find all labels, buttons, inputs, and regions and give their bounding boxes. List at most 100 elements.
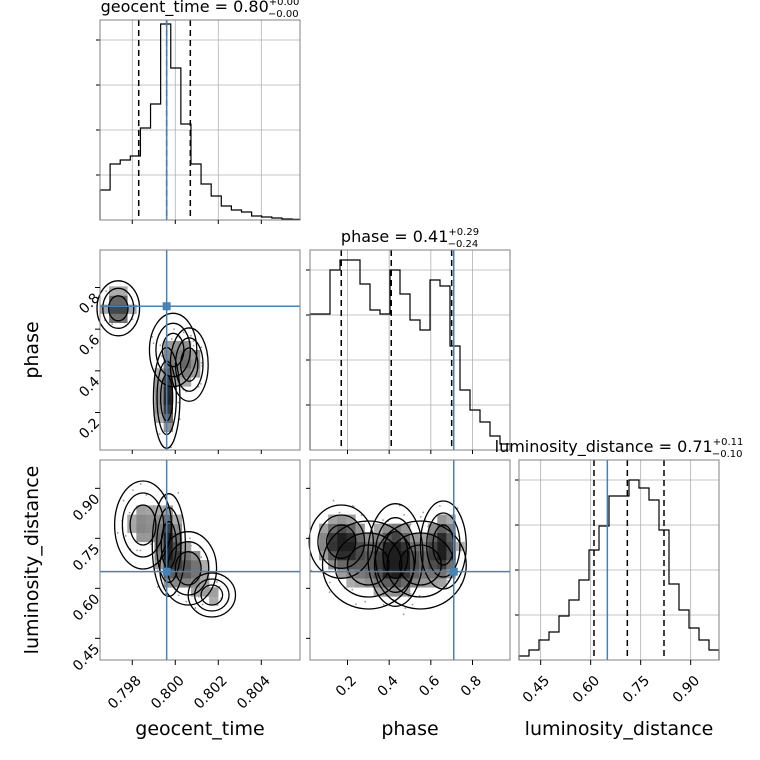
contour-line bbox=[308, 504, 374, 579]
density-cell bbox=[337, 514, 347, 524]
density-cell bbox=[172, 377, 183, 387]
density-cell bbox=[328, 560, 338, 570]
density-cell bbox=[163, 359, 174, 369]
density-cell bbox=[172, 368, 183, 378]
x-tick-label: 0.8 bbox=[458, 673, 485, 700]
density-cell bbox=[446, 532, 456, 543]
sample-point bbox=[338, 511, 341, 514]
sample-point bbox=[150, 543, 152, 546]
density-cell bbox=[172, 359, 183, 369]
density-cell bbox=[410, 578, 420, 588]
y-tick-label: 0.60 bbox=[70, 591, 103, 624]
contour-line bbox=[187, 572, 237, 618]
contour-line bbox=[169, 327, 209, 402]
truth-marker bbox=[162, 567, 171, 576]
density-cell bbox=[446, 560, 456, 570]
density-cell bbox=[154, 514, 164, 524]
sample-point bbox=[328, 591, 331, 593]
title-error-minus: −0.10 bbox=[712, 449, 743, 460]
density-cell bbox=[136, 532, 146, 543]
density-cell bbox=[172, 523, 183, 534]
x-tick-label: 0.45 bbox=[520, 673, 553, 706]
sample-point bbox=[131, 489, 134, 492]
density-cell bbox=[163, 350, 174, 360]
density-cell bbox=[127, 514, 137, 524]
sample-point bbox=[197, 385, 200, 388]
density-cell bbox=[163, 532, 174, 543]
title-error-plus: +0.29 bbox=[448, 227, 479, 238]
density-cell bbox=[346, 514, 356, 524]
panel-background bbox=[310, 250, 510, 450]
density-cell bbox=[145, 523, 155, 534]
contour-line bbox=[148, 312, 198, 388]
x-tick-label: 0.90 bbox=[670, 673, 703, 706]
density-cell bbox=[154, 550, 164, 561]
density-cell bbox=[319, 532, 329, 543]
density-cell bbox=[400, 532, 411, 543]
sample-point bbox=[409, 592, 412, 595]
density-cell bbox=[172, 569, 183, 579]
density-cell bbox=[172, 532, 183, 543]
sample-point bbox=[152, 342, 155, 344]
contour-line bbox=[334, 532, 403, 598]
density-cell bbox=[391, 550, 402, 561]
y-tick-label: 0.90 bbox=[70, 491, 103, 524]
density-cell bbox=[181, 377, 192, 387]
hist-panel-luminosity_distance: luminosity_distance = 0.71+0.11 −0.10 bbox=[495, 437, 743, 661]
density-cell bbox=[391, 569, 402, 579]
x-tick-label: 0.4 bbox=[375, 673, 402, 700]
density-cell bbox=[355, 523, 365, 534]
density-cell bbox=[163, 386, 174, 396]
density-cell bbox=[419, 550, 429, 561]
density-cell bbox=[190, 578, 201, 588]
density-cell bbox=[373, 550, 384, 561]
panel-title: phase = 0.41+0.29 −0.24 bbox=[341, 227, 479, 250]
x-tick-label: 0.6 bbox=[416, 673, 443, 700]
sample-point bbox=[328, 581, 331, 584]
sample-point bbox=[194, 607, 197, 609]
density-cell bbox=[382, 578, 393, 588]
density-cell bbox=[163, 404, 174, 414]
density-cell bbox=[446, 550, 456, 561]
density-cell bbox=[391, 541, 402, 552]
contour-line bbox=[96, 280, 141, 337]
density-cell bbox=[154, 505, 164, 515]
sample-point bbox=[159, 344, 162, 347]
contour-line bbox=[151, 493, 187, 597]
contour-line bbox=[426, 512, 461, 578]
density-cell bbox=[400, 550, 411, 561]
density-cell bbox=[118, 286, 128, 296]
y-tick-label: 0.6 bbox=[76, 332, 103, 359]
density-cell bbox=[446, 541, 456, 552]
x-axis-label: phase bbox=[381, 718, 438, 740]
panel-frame bbox=[99, 459, 301, 661]
x-tick-label: 0.60 bbox=[570, 673, 603, 706]
x-tick-label: 0.75 bbox=[620, 673, 653, 706]
density-cell bbox=[355, 550, 365, 561]
density-cell bbox=[109, 313, 119, 324]
sample-point bbox=[360, 514, 363, 517]
sample-point bbox=[192, 344, 195, 347]
contour-line bbox=[174, 551, 202, 586]
title-error-minus: −0.00 bbox=[268, 9, 299, 20]
density-cell bbox=[355, 569, 365, 579]
sample-point bbox=[177, 492, 180, 494]
density-cell bbox=[437, 514, 447, 524]
density-cell bbox=[428, 523, 438, 534]
density-cell bbox=[410, 532, 420, 543]
density-cell bbox=[172, 560, 183, 570]
contour-line bbox=[121, 492, 165, 558]
sample-point bbox=[136, 549, 138, 552]
title-value: phase = 0.41 bbox=[341, 227, 448, 246]
sample-point bbox=[355, 603, 357, 606]
density-cell bbox=[118, 304, 128, 314]
density-cell bbox=[328, 514, 338, 524]
truth-marker bbox=[449, 567, 458, 576]
contour-line bbox=[367, 503, 424, 607]
panel-frame bbox=[309, 459, 511, 661]
density-cell bbox=[209, 596, 219, 606]
density-cell bbox=[209, 587, 219, 597]
density-cell bbox=[391, 523, 402, 534]
density-cell bbox=[181, 578, 192, 588]
contour-line bbox=[155, 322, 191, 378]
